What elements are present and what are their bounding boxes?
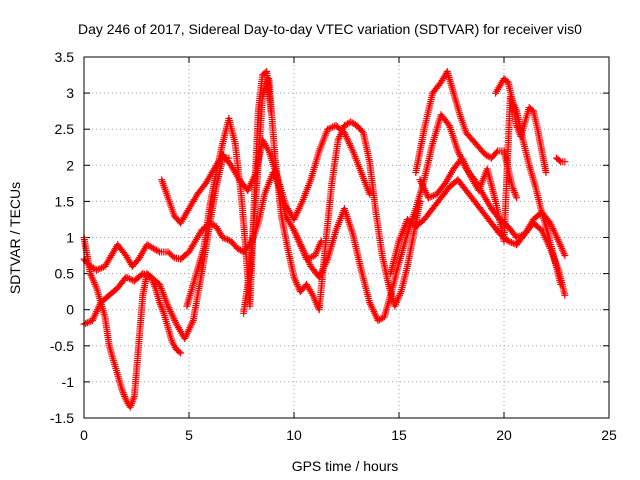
series-marks: [553, 154, 569, 166]
x-axis-title: GPS time / hours: [292, 458, 399, 474]
series-sat-g: [290, 111, 569, 325]
plot-frame: [83, 56, 610, 419]
x-tick-label: 10: [286, 427, 302, 443]
chart-title: Day 246 of 2017, Sidereal Day-to-day VTE…: [78, 21, 582, 37]
y-tick-label: 0.5: [55, 266, 75, 282]
y-tick-label: 3: [66, 85, 74, 101]
series-marks: [492, 75, 550, 177]
series-sat-k: [492, 75, 550, 177]
series-sat-f: [240, 75, 424, 317]
x-tick-label: 20: [496, 427, 512, 443]
series-sat-j: [416, 93, 565, 288]
y-tick-label: 1: [66, 230, 74, 246]
x-tick-label: 25: [601, 427, 617, 443]
tick-labels: 0 5 10 15 20 25 -1.5 -1 -0.5 0 0.5 1 1.5 2 2.5 3 3.5: [50, 49, 617, 443]
y-tick-label: -1: [62, 374, 75, 390]
y-tick-label: 1.5: [55, 193, 75, 209]
data-marks: [80, 67, 569, 411]
x-tick-label: 5: [185, 427, 193, 443]
y-tick-label: 2: [66, 157, 74, 173]
x-tick-label: 0: [80, 427, 88, 443]
series-sat-l: [553, 154, 569, 166]
y-axis-title: SDTVAR / TECUs: [7, 182, 23, 294]
y-tick-label: 2.5: [55, 121, 75, 137]
y-tick-label: -1.5: [50, 410, 74, 426]
x-tick-label: 15: [391, 427, 407, 443]
series-marks: [290, 111, 569, 325]
y-tick-label: -0.5: [50, 338, 74, 354]
y-tick-label: 0: [66, 302, 74, 318]
series-sat-h: [387, 176, 569, 278]
y-tick-label: 3.5: [55, 49, 75, 65]
